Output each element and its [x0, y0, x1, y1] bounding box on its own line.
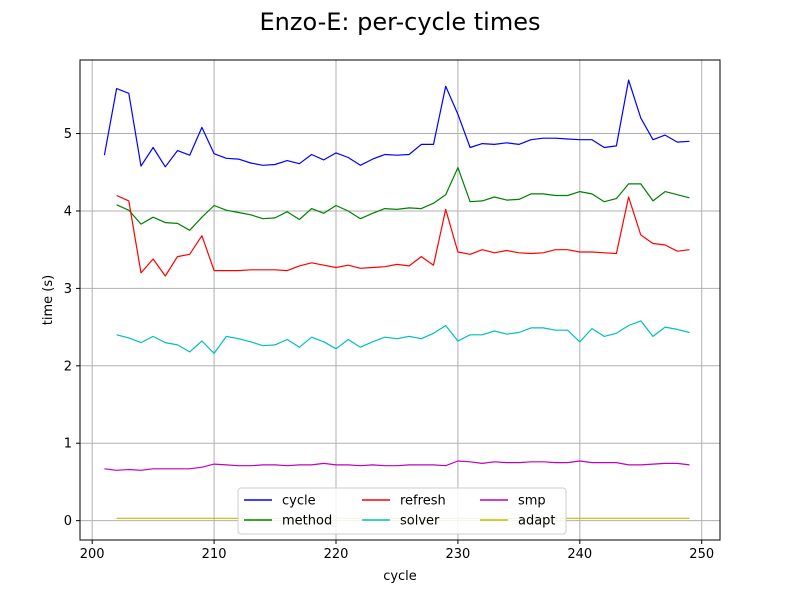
legend-label-solver: solver	[400, 514, 440, 529]
x-tick-label: 250	[689, 547, 714, 562]
x-tick-label: 230	[445, 547, 470, 562]
series-line-smp	[104, 460, 690, 471]
legend-label-method: method	[282, 514, 332, 529]
x-tick-label: 220	[324, 547, 349, 562]
legend-label-refresh: refresh	[400, 494, 446, 509]
y-tick-label: 4	[64, 204, 72, 219]
legend-label-smp: smp	[518, 494, 546, 509]
y-axis-label: time (s)	[41, 275, 56, 325]
x-tick-label: 240	[567, 547, 592, 562]
y-tick-label: 3	[64, 282, 72, 297]
x-tick-label: 210	[202, 547, 227, 562]
y-tick-label: 2	[64, 359, 72, 374]
y-tick-label: 0	[64, 514, 72, 529]
y-tick-label: 1	[64, 437, 72, 452]
chart-title: Enzo-E: per-cycle times	[259, 8, 540, 36]
x-axis-label: cycle	[383, 569, 417, 584]
series-line-refresh	[116, 194, 690, 277]
x-tick-label: 200	[80, 547, 105, 562]
series-line-solver	[116, 320, 690, 354]
y-tick-label: 5	[64, 127, 72, 142]
series-line-method	[116, 167, 690, 231]
grid	[80, 60, 720, 540]
series-group	[103, 79, 690, 519]
legend: cycle method refresh solver smp adapt	[237, 487, 567, 535]
legend-label-cycle: cycle	[282, 494, 316, 509]
plot-area-frame	[79, 59, 721, 541]
legend-label-adapt: adapt	[518, 514, 556, 529]
series-line-cycle	[103, 79, 690, 168]
axis-ticks: 200 210 220 230 240 250 0 1 2 3 4 5	[64, 127, 714, 562]
